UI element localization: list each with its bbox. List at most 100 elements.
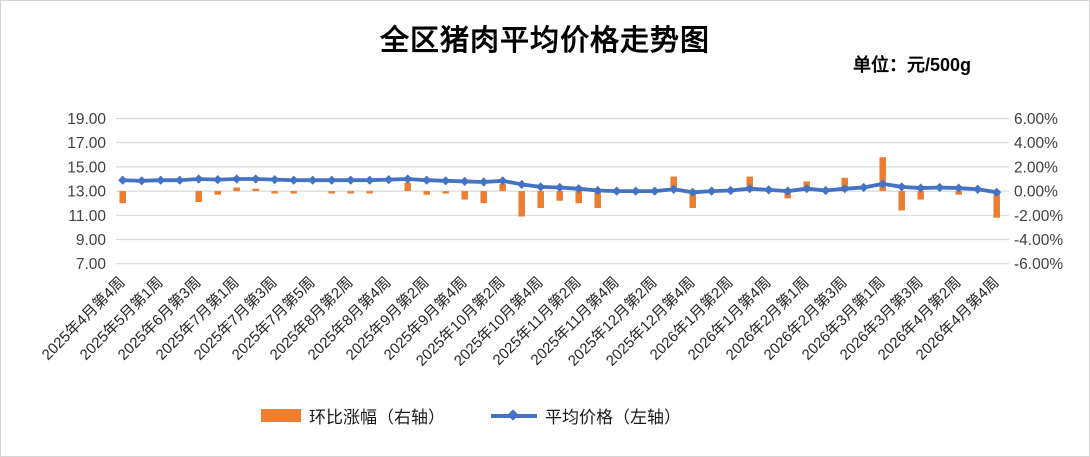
price-marker [536, 182, 546, 192]
right-axis-tick-label: -4.00% [1014, 232, 1063, 249]
price-marker [897, 182, 907, 192]
change-bar [689, 191, 696, 209]
chart-title: 全区猪肉平均价格走势图 [379, 25, 710, 57]
line-series-swatch [491, 408, 537, 422]
change-bar [993, 191, 1000, 218]
change-bar [955, 191, 962, 195]
change-bar [233, 187, 240, 192]
legend-label-change-bars: 环比涨幅（右轴） [309, 408, 445, 427]
change-bar [879, 157, 886, 192]
change-bar [518, 191, 525, 217]
change-bar [461, 191, 468, 200]
left-axis-tick-label: 11.00 [68, 208, 106, 225]
change-bar [575, 191, 582, 204]
price-marker [859, 182, 869, 193]
right-axis-tick-label: -2.00% [1014, 208, 1063, 225]
change-bar [328, 191, 335, 194]
price-marker [270, 175, 280, 185]
price-marker [669, 184, 679, 194]
price-marker [460, 176, 470, 187]
price-marker [821, 185, 831, 196]
price-marker [726, 185, 736, 196]
price-marker [213, 175, 223, 185]
change-bar [898, 191, 905, 211]
price-marker [232, 174, 242, 184]
price-marker [707, 186, 717, 196]
price-marker [137, 176, 147, 186]
price-marker [479, 177, 489, 187]
price-marker [992, 187, 1002, 197]
price-marker [403, 174, 413, 184]
price-marker [327, 175, 337, 185]
price-marker [289, 175, 299, 185]
price-marker [631, 186, 641, 196]
change-bar [537, 191, 544, 209]
left-axis-tick-label: 19.00 [67, 111, 106, 128]
change-bar [195, 191, 202, 202]
legend-label-price-line: 平均价格（左轴） [545, 408, 681, 427]
left-axis-tick-label: 7.00 [76, 256, 107, 273]
price-marker [840, 184, 850, 194]
change-bar [366, 191, 373, 194]
price-marker [422, 175, 432, 185]
price-marker [802, 184, 812, 194]
price-marker [156, 175, 166, 185]
change-bar [290, 191, 297, 194]
price-marker [954, 183, 964, 193]
price-marker [251, 174, 261, 184]
price-marker [745, 184, 755, 194]
change-bar [746, 176, 753, 192]
bar-series-swatch [261, 409, 301, 422]
legend-item-change-bars: 环比涨幅（右轴） [261, 403, 445, 428]
change-bar [917, 191, 924, 200]
right-axis-tick-label: 4.00% [1014, 135, 1058, 152]
change-bar [404, 182, 411, 192]
change-bar [442, 191, 449, 194]
left-axis-tick-label: 15.00 [67, 159, 106, 176]
price-marker [441, 176, 451, 186]
left-axis-tick-label: 9.00 [76, 232, 107, 249]
unit-label: 单位：元/500g [852, 55, 971, 75]
price-marker [517, 179, 527, 190]
left-axis-tick-label: 13.00 [67, 184, 106, 201]
price-marker [555, 182, 565, 193]
change-bar [556, 191, 563, 201]
price-marker [688, 187, 698, 197]
legend: 环比涨幅（右轴） 平均价格（左轴） [1, 403, 1015, 428]
price-marker [365, 175, 375, 185]
price-marker [175, 175, 185, 185]
change-bar [119, 191, 126, 204]
change-bar [594, 191, 601, 209]
price-marker [612, 186, 622, 196]
right-axis-tick-label: 0.00% [1014, 184, 1058, 201]
price-marker [650, 186, 660, 196]
right-axis-tick-label: -6.00% [1014, 256, 1063, 273]
right-axis-tick-label: 2.00% [1014, 159, 1058, 176]
left-axis-tick-label: 17.00 [67, 135, 106, 152]
price-marker [346, 175, 356, 185]
change-bar [499, 183, 506, 192]
legend-item-price-line: 平均价格（左轴） [491, 403, 681, 428]
price-marker [764, 185, 774, 195]
change-bar [670, 176, 677, 192]
price-marker [935, 182, 945, 193]
diamond-marker-icon [507, 408, 519, 421]
change-bar [252, 188, 259, 192]
price-marker [308, 175, 318, 185]
change-bar [423, 191, 430, 195]
price-marker [384, 175, 394, 185]
change-bar [347, 191, 354, 194]
change-bar [214, 191, 221, 195]
change-bar [480, 191, 487, 204]
right-axis-tick-label: 6.00% [1014, 111, 1058, 128]
price-marker [973, 184, 983, 194]
price-marker [783, 186, 793, 196]
price-marker [574, 184, 584, 194]
price-marker [498, 176, 508, 186]
price-marker [118, 175, 128, 185]
price-marker [194, 174, 204, 184]
price-marker [878, 179, 888, 189]
change-bar [271, 191, 278, 194]
